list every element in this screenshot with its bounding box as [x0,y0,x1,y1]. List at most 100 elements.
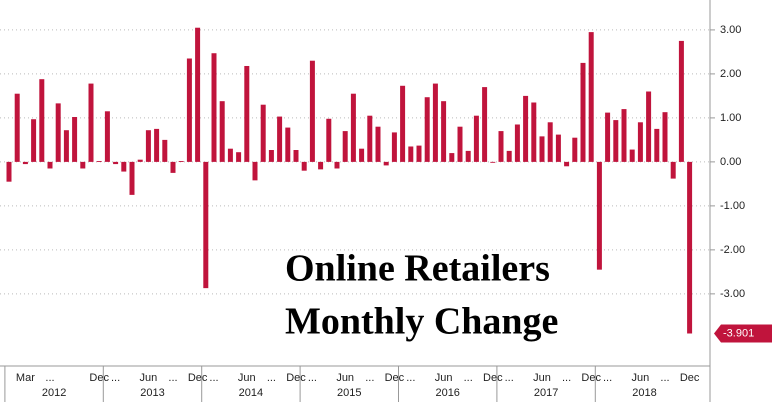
bar [137,159,143,162]
bar [293,150,299,162]
bar [80,161,86,169]
year-label: 2013 [140,387,164,399]
bar [186,58,192,162]
year-label: 2016 [435,387,459,399]
year-label: 2015 [337,387,361,399]
bar [63,130,69,162]
bar [564,161,570,167]
bar [514,124,520,162]
bar [490,161,496,163]
bar [646,91,652,162]
bar [22,161,28,165]
bar [596,161,602,270]
year-label: 2012 [42,387,66,399]
bar [170,161,176,173]
x-tick-label: Dec [581,372,601,384]
year-label: 2018 [632,387,656,399]
bar [391,132,397,162]
bar [473,115,479,162]
bar [670,161,676,179]
bar [162,139,168,162]
bar [31,119,37,162]
bar [350,93,356,162]
bar [637,122,643,162]
bar [580,62,586,162]
bar [432,83,438,162]
annotation: Monthly Change [285,301,558,343]
bar [531,102,537,162]
bar [424,97,430,162]
bar [301,161,307,171]
bar [539,136,545,162]
bar [252,161,258,181]
bar [260,104,266,162]
y-tick-label: 0.00 [720,156,741,168]
bar [39,79,45,162]
bar [309,60,315,162]
bar [555,134,561,162]
bar [687,161,693,334]
bar [572,137,578,162]
bar [400,85,406,162]
bar [14,93,20,162]
bar [629,149,635,162]
bar [457,126,463,162]
bar [6,161,12,182]
x-tick-label: ... [209,372,218,384]
last-value-label: -3.901 [723,327,754,339]
bar [227,148,233,162]
bar [178,161,184,162]
bar [383,161,389,166]
bar [613,120,619,162]
x-tick-label: ... [45,372,54,384]
bar [367,115,373,162]
x-tick-label: ... [406,372,415,384]
bar [465,150,471,162]
x-tick-label: Dec [680,372,700,384]
bar [588,32,594,162]
bar [55,103,61,162]
x-tick-label: Jun [140,372,158,384]
bar [236,152,242,162]
bar [121,161,127,172]
y-tick-label: 2.00 [720,68,741,80]
bar [195,27,201,162]
bar [88,83,94,162]
x-tick-label: Jun [435,372,453,384]
x-tick-label: Jun [336,372,354,384]
x-tick-label: ... [168,372,177,384]
bar [145,130,151,162]
last-value-tag [714,324,772,343]
year-label: 2017 [534,387,558,399]
bar [72,117,78,162]
bar [104,111,110,162]
bar [96,161,102,162]
x-tick-label: ... [111,372,120,384]
bar [523,95,529,162]
x-tick-label: Dec [286,372,306,384]
y-tick-label: 3.00 [720,24,741,36]
bar [547,122,553,162]
x-tick-label: Dec [188,372,208,384]
bar [154,128,160,162]
bar [211,53,217,162]
bar [408,146,414,162]
y-tick-label: -2.00 [720,244,745,256]
x-tick-label: Jun [632,372,650,384]
bar [285,127,291,162]
bar [621,109,627,162]
bar [605,112,611,162]
bar [498,131,504,162]
x-tick-label: ... [603,372,612,384]
bar [318,161,324,170]
bar [113,161,119,165]
bar [654,128,660,162]
x-tick-label: Jun [533,372,551,384]
x-tick-label: ... [308,372,317,384]
bar [326,118,332,162]
bar [244,65,250,162]
y-tick-label: -3.00 [720,288,745,300]
bar [219,101,225,162]
